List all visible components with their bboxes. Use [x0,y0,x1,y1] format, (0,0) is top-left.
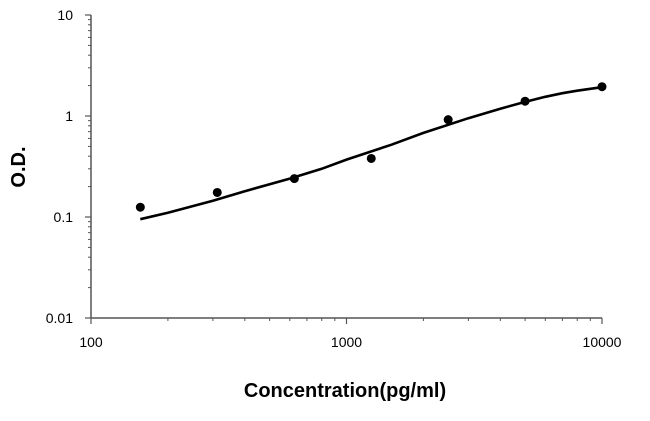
y-tick-label: 0.01 [46,310,73,326]
data-point [289,174,299,184]
y-tick-label: 1 [65,108,73,124]
x-tick-label: 10000 [583,334,622,350]
data-point [520,96,530,106]
data-point [135,202,145,212]
fit-curve [140,85,603,221]
x-tick-label: 1000 [331,334,362,350]
x-axis-title: Concentration(pg/ml) [244,380,446,402]
y-tick-label: 0.1 [54,209,74,225]
data-points [135,82,607,212]
ticks [85,14,603,324]
tick-labels: 0.01 0.1 1 10 100 1000 10000 [46,7,622,350]
axes [90,15,602,319]
data-point [597,82,607,92]
x-tick-label: 100 [79,334,103,350]
data-point [212,187,222,197]
data-point [366,153,376,163]
y-axis-title: O.D. [8,146,30,187]
data-point [443,115,453,125]
y-tick-label: 10 [57,7,73,23]
